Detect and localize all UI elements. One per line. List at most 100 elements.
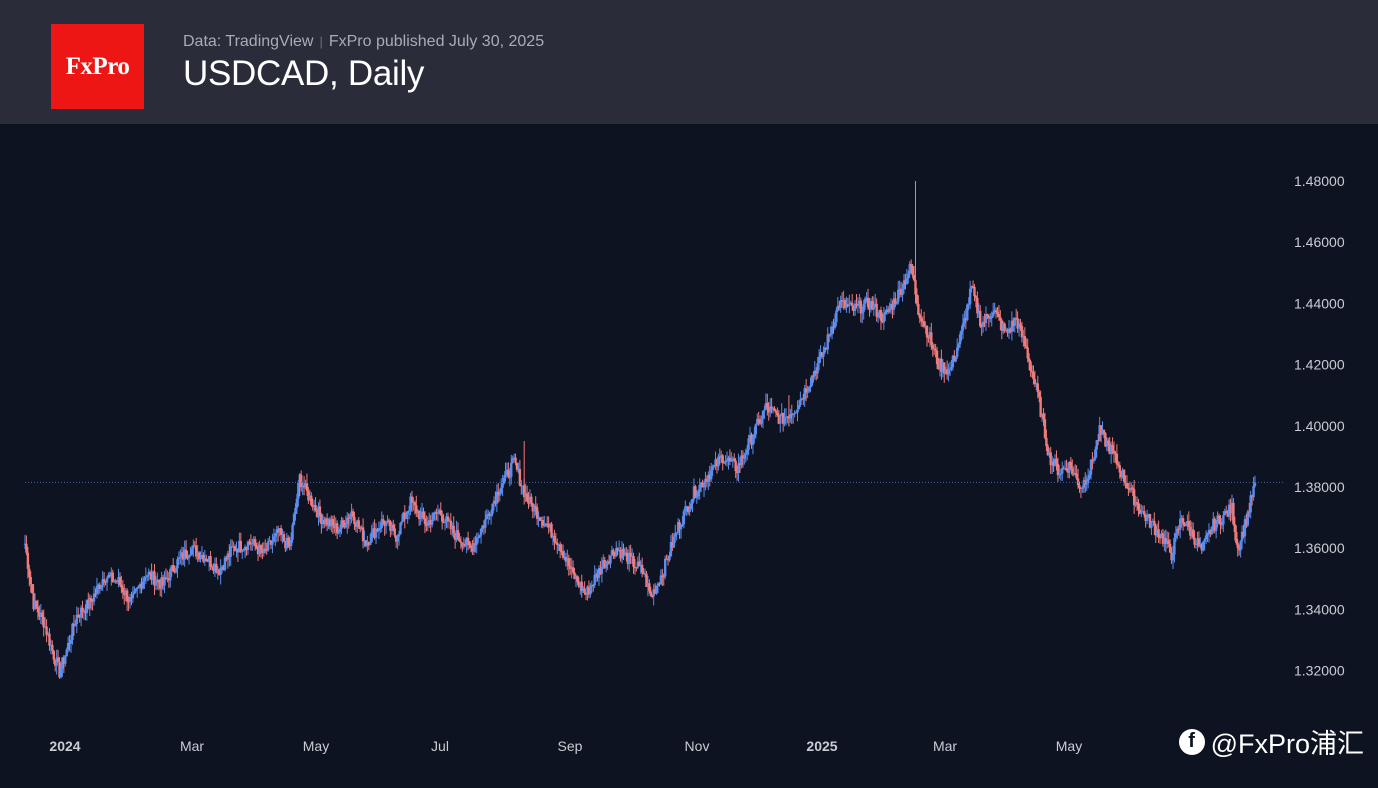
candle-body: [579, 581, 582, 587]
candle-body: [597, 568, 601, 578]
candle-body: [548, 523, 552, 528]
candle-body: [609, 555, 612, 564]
candle-body: [1180, 518, 1183, 520]
candle-body: [399, 522, 402, 535]
candle-body: [679, 525, 683, 530]
candle-body: [1164, 537, 1168, 544]
candle-body: [853, 303, 857, 311]
candle-body: [200, 555, 204, 558]
candle-body: [734, 460, 737, 472]
candle-body: [68, 642, 71, 644]
candle-body: [1081, 487, 1084, 489]
candle-body: [394, 535, 398, 542]
candle-body: [747, 438, 750, 450]
candle-body: [481, 525, 484, 529]
candle-body: [819, 352, 822, 357]
candle-body: [725, 460, 729, 462]
candle-body: [907, 273, 910, 279]
candle-body: [364, 540, 368, 546]
candle-body: [740, 455, 743, 466]
candle-body: [1101, 429, 1104, 435]
candle-body: [189, 554, 192, 556]
candle-body: [223, 557, 227, 570]
candle-body: [423, 518, 427, 525]
candle-body: [288, 545, 291, 547]
candle-body: [602, 559, 605, 567]
candle-body: [504, 471, 507, 478]
candle-body: [1157, 529, 1160, 538]
candle-body: [813, 370, 816, 377]
candle-body: [495, 491, 499, 504]
candle-body: [403, 512, 406, 519]
candle-body: [1209, 530, 1212, 534]
candle-body: [1082, 480, 1086, 488]
candle-body: [915, 294, 919, 304]
candle-body: [989, 318, 992, 320]
candle-body: [563, 556, 566, 558]
candle-body: [304, 483, 307, 488]
candle-body: [459, 541, 463, 543]
candle-body: [262, 548, 266, 553]
candle-body: [87, 600, 90, 609]
candle-body: [1187, 521, 1191, 528]
candle-body: [802, 398, 805, 400]
candle-body: [218, 569, 221, 576]
candle-body: [744, 453, 747, 455]
candle-body: [1098, 425, 1101, 441]
candle-body: [289, 539, 293, 547]
candle-body: [77, 614, 80, 617]
candle-body: [733, 458, 736, 461]
candle-body: [243, 546, 247, 549]
candle-body: [78, 616, 81, 618]
candle-body: [764, 403, 768, 410]
candle-body: [515, 463, 519, 470]
candle-body: [297, 482, 300, 499]
candle-body: [938, 358, 942, 370]
candle-body: [620, 549, 624, 559]
candle-body: [163, 577, 166, 586]
candle-body: [287, 537, 290, 546]
candle-body: [426, 521, 430, 526]
candle-body: [668, 556, 671, 561]
candle-body: [242, 548, 245, 552]
candle-body: [993, 310, 996, 313]
candle-body: [937, 364, 940, 370]
candle-body: [300, 474, 303, 488]
candle-body: [1045, 437, 1048, 447]
candle-body: [265, 549, 268, 551]
candle-body: [451, 525, 454, 530]
candle-body: [291, 524, 294, 540]
candle-body: [192, 545, 195, 549]
candle-body: [1013, 318, 1016, 326]
candle-body: [753, 434, 756, 438]
candle-body: [816, 363, 819, 374]
candle-body: [840, 300, 844, 302]
candle-body: [253, 539, 257, 546]
candle-body: [990, 316, 993, 319]
candle-body: [754, 424, 758, 435]
candle-body: [1075, 473, 1078, 479]
candle-body: [838, 305, 841, 308]
candle-body: [931, 344, 934, 349]
candle-body: [482, 525, 486, 528]
candle-body: [442, 521, 445, 523]
candle-body: [1091, 459, 1094, 462]
candle-body: [439, 509, 442, 516]
candle-body: [809, 385, 812, 388]
candle-body: [686, 506, 690, 513]
candle-body: [1130, 487, 1133, 490]
candle-body: [979, 310, 982, 327]
candle-body: [692, 486, 696, 500]
candle-body: [912, 275, 916, 281]
candle-body: [478, 535, 481, 538]
candle-body: [948, 368, 952, 370]
candle-body: [1161, 533, 1165, 544]
candle-body: [458, 538, 461, 542]
candle-body: [26, 552, 30, 569]
candle-body: [489, 513, 493, 516]
candle-body: [560, 550, 563, 552]
candle-body: [661, 575, 664, 577]
candle-body: [295, 498, 299, 508]
candle-body: [1223, 511, 1226, 516]
candle-body: [721, 455, 724, 464]
